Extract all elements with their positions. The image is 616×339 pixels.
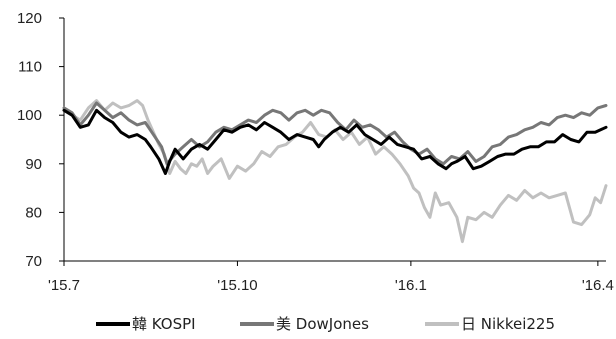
y-tick-label: 80 <box>25 204 42 221</box>
y-tick-label: 90 <box>25 156 42 173</box>
y-tick-label: 120 <box>17 10 42 27</box>
x-tick-label: '15.7 <box>48 277 80 294</box>
legend-label-nikkei225: 日 Nikkei225 <box>461 315 555 333</box>
x-tick-label: '16.4 <box>582 277 614 294</box>
y-tick-label: 100 <box>17 107 42 124</box>
legend-label-kospi: 韓 KOSPI <box>132 315 196 333</box>
x-tick-label: '16.1 <box>395 277 427 294</box>
series-line-kospi <box>62 108 608 175</box>
x-tick-label: '15.10 <box>217 277 257 294</box>
series-line-dowjones <box>62 101 608 166</box>
y-tick-label: 70 <box>25 253 42 270</box>
legend-label-dowjones: 美 DowJones <box>276 315 369 333</box>
y-tick-label: 110 <box>18 59 42 76</box>
